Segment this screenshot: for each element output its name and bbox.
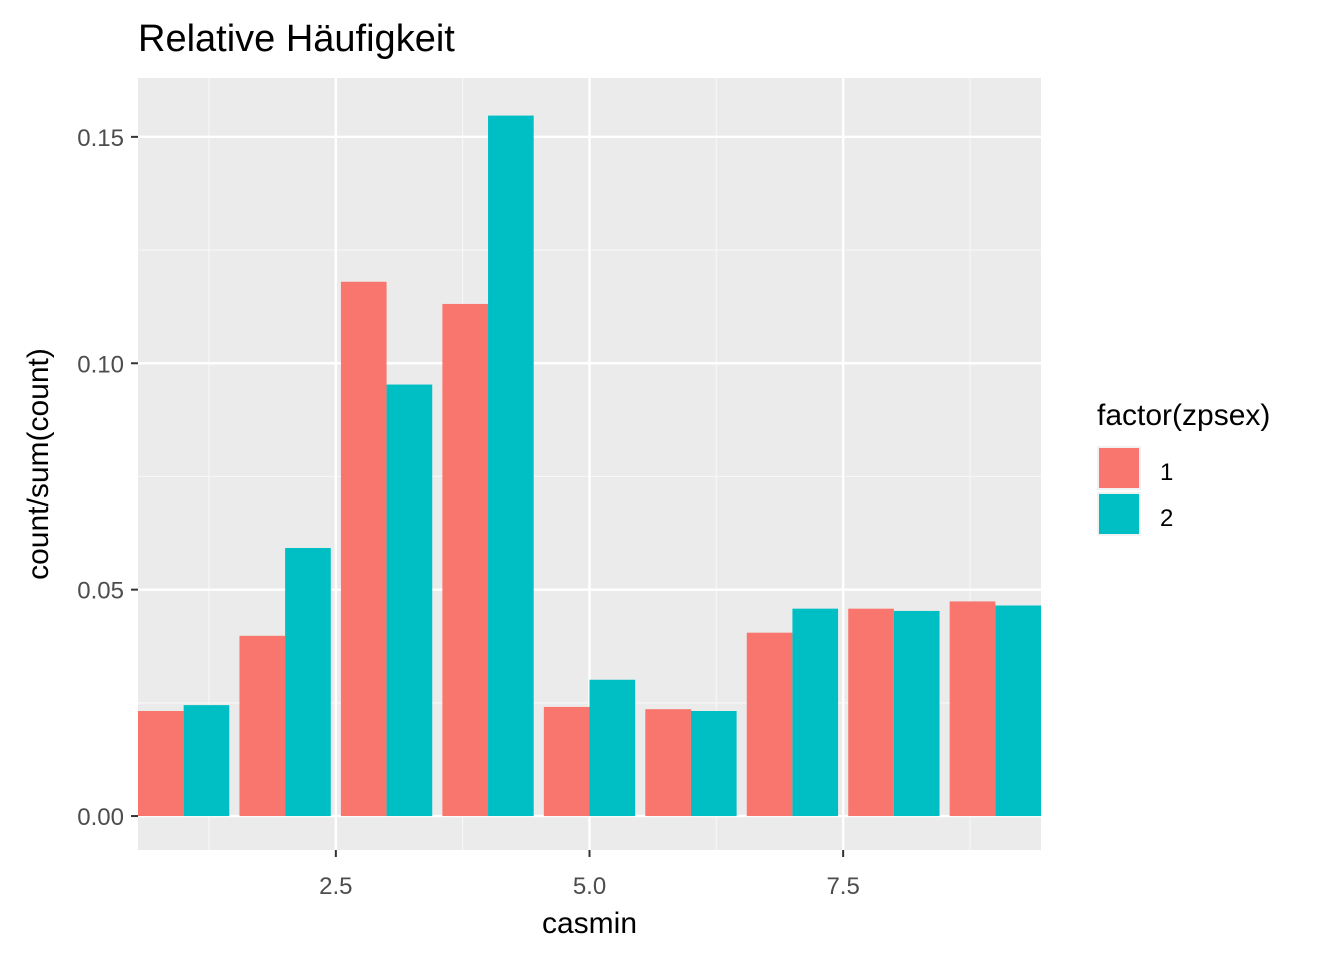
legend: factor(zpsex) 12 [1097, 399, 1270, 536]
bar-series-2-x6 [690, 710, 737, 817]
bar-series-1-x1 [138, 710, 184, 817]
bar-series-2-x8 [893, 610, 940, 817]
legend-title: factor(zpsex) [1097, 399, 1270, 432]
bar-series-1-x5 [543, 706, 590, 817]
bar-series-2-x3 [386, 384, 433, 817]
y-tick-label: 0.15 [77, 125, 124, 152]
chart-title: Relative Häufigkeit [138, 18, 455, 60]
x-axis: 2.5 5.0 7.5 [319, 850, 860, 900]
y-tick-label: 0.10 [77, 351, 124, 378]
legend-label-2: 2 [1160, 505, 1173, 532]
x-tick-label: 2.5 [319, 873, 352, 900]
y-tick-label: 0.00 [77, 804, 124, 831]
bar-series-2-x5 [589, 679, 636, 817]
y-tick-label: 0.05 [77, 578, 124, 605]
bar-series-2-x2 [285, 547, 331, 817]
bar-series-1-x6 [645, 709, 691, 817]
legend-swatch-2 [1099, 494, 1139, 534]
bar-series-1-x2 [239, 635, 286, 817]
bar-series-1-x8 [848, 608, 894, 817]
bar-series-2-x9 [995, 605, 1041, 817]
y-axis-label: count/sum(count) [22, 348, 55, 580]
bar-series-2-x1 [183, 705, 230, 817]
bar-series-1-x9 [949, 601, 996, 817]
bars [138, 115, 1041, 817]
x-tick-label: 7.5 [826, 873, 859, 900]
legend-label-1: 1 [1160, 459, 1173, 486]
bar-series-2-x7 [792, 608, 839, 817]
y-axis: 0.00 0.05 0.10 0.15 [77, 125, 138, 831]
x-axis-label: casmin [542, 907, 637, 940]
bar-series-1-x4 [442, 303, 489, 817]
x-tick-label: 5.0 [573, 873, 606, 900]
bar-series-1-x7 [746, 632, 793, 817]
legend-swatch-1 [1099, 448, 1139, 488]
bar-series-1-x3 [340, 281, 387, 817]
legend-items: 12 [1097, 446, 1173, 536]
bar-series-2-x4 [488, 115, 534, 817]
